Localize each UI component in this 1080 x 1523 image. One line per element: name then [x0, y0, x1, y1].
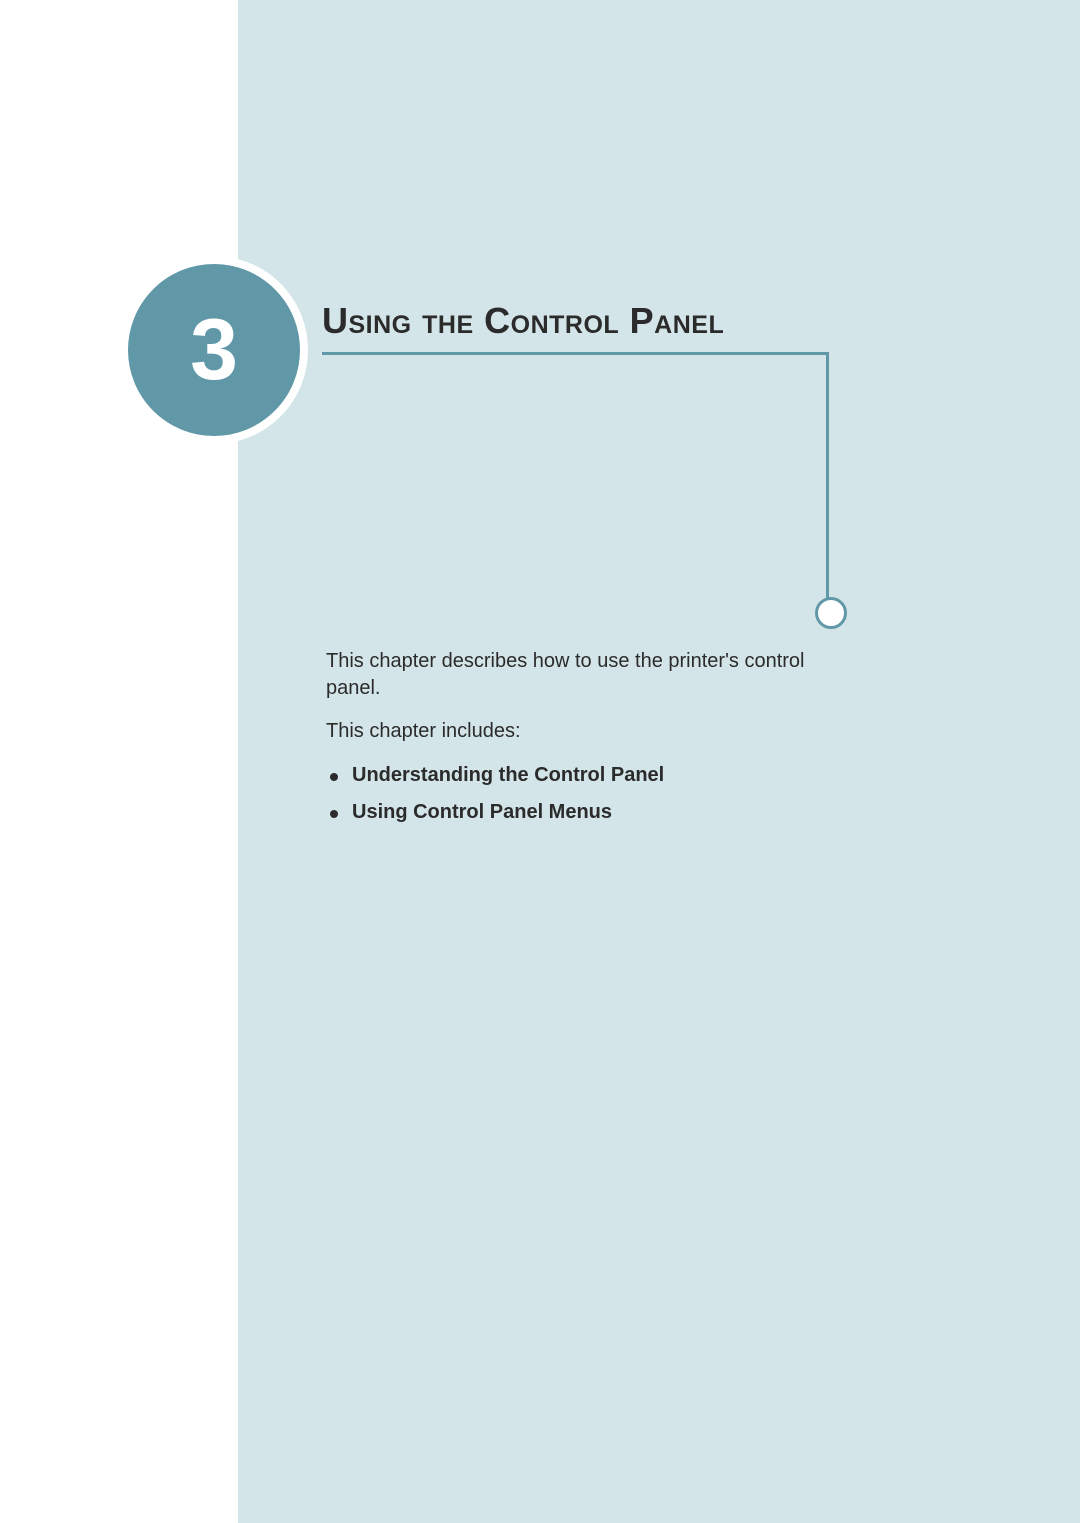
- list-item-label: Understanding the Control Panel: [352, 764, 664, 786]
- title-drop-line: [826, 352, 829, 610]
- chapter-number: 3: [190, 301, 238, 400]
- chapter-title: Using the Control Panel: [322, 300, 724, 342]
- chapter-topics-list: Understanding the Control Panel Using Co…: [326, 764, 664, 838]
- background-panel: [238, 0, 1080, 1523]
- list-item: Understanding the Control Panel: [326, 764, 664, 787]
- chapter-includes-label: This chapter includes:: [326, 720, 521, 743]
- title-drop-dot-icon: [815, 597, 847, 629]
- list-item-label: Using Control Panel Menus: [352, 801, 612, 823]
- page: 3 Using the Control Panel This chapter d…: [0, 0, 1080, 1523]
- chapter-intro-text: This chapter describes how to use the pr…: [326, 648, 846, 702]
- list-item: Using Control Panel Menus: [326, 801, 664, 824]
- chapter-number-badge: 3: [120, 256, 308, 444]
- title-underline: [322, 352, 826, 355]
